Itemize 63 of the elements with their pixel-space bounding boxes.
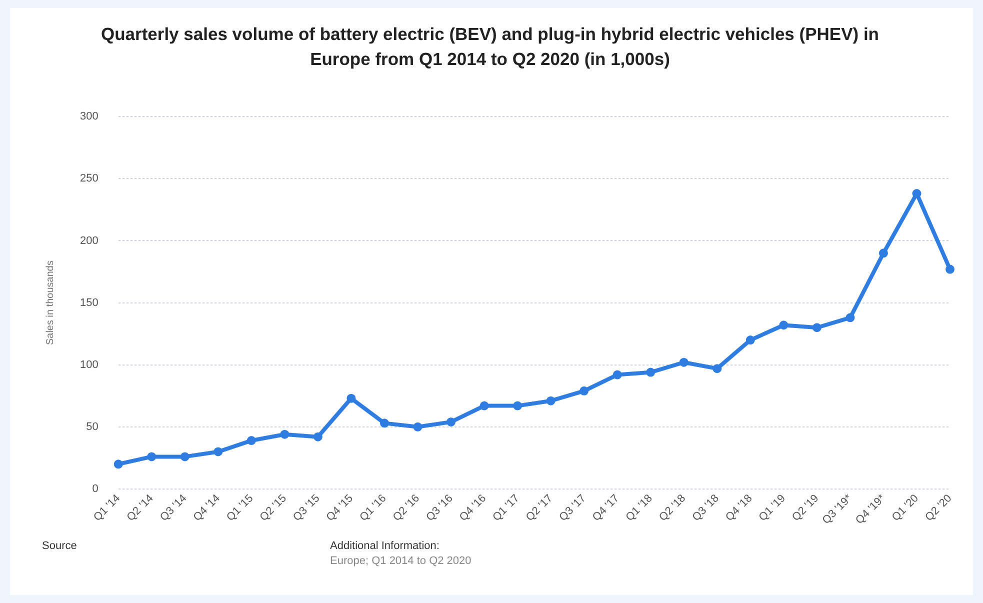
- point: [147, 452, 156, 462]
- y-tick-label: 250: [80, 172, 98, 185]
- x-tick-label: Q1 '19: [756, 492, 788, 524]
- point: [246, 436, 256, 446]
- point: [746, 336, 755, 345]
- x-tick-label: Q3 '16: [424, 492, 456, 524]
- point: [646, 368, 656, 377]
- point: [446, 417, 456, 426]
- x-tick-label: Q4 '14: [191, 492, 222, 524]
- point: [712, 364, 722, 374]
- x-tick-label: Q4 '15: [324, 492, 356, 524]
- x-tick-label: Q4 '19*: [854, 492, 888, 527]
- x-tick-label: Q2 '16: [390, 492, 422, 524]
- x-tick-label: Q1 '16: [358, 492, 389, 524]
- x-tick-label: Q2 '15: [258, 492, 289, 524]
- x-tick-label: Q1 '18: [624, 492, 655, 524]
- x-tick-label: Q3 '14: [158, 492, 190, 524]
- x-tick-label: Q3 '18: [690, 492, 722, 524]
- point: [180, 452, 190, 462]
- x-tick-label: Q2 '18: [656, 492, 688, 524]
- x-tick-label: Q3 '19*: [820, 492, 855, 527]
- point: [946, 264, 954, 274]
- y-tick-label: 0: [92, 482, 98, 495]
- x-tick-label: Q2 '14: [124, 492, 156, 524]
- x-tick-label: Q2 '17: [524, 492, 556, 524]
- point: [580, 386, 589, 396]
- x-tick-label: Q3 '15: [291, 492, 322, 524]
- point: [513, 401, 522, 410]
- point: [846, 313, 855, 322]
- y-tick-label: 100: [80, 358, 98, 371]
- x-tick-label: Q1 '17: [490, 492, 522, 524]
- x-tick-label: Q3 '17: [557, 492, 588, 524]
- text: Source: [42, 540, 77, 552]
- y-tick-label: 300: [80, 110, 98, 123]
- point: [679, 358, 688, 367]
- point: [380, 418, 389, 428]
- y-tick-label: 200: [80, 234, 98, 247]
- x-tick-label: Q1 '20: [890, 492, 921, 524]
- point: [546, 396, 556, 406]
- point: [280, 430, 290, 439]
- x-tick-label: Q4 '16: [457, 492, 489, 524]
- y-axis-title: Sales in thousands: [44, 260, 56, 346]
- point: [812, 323, 822, 332]
- chart-title: Quarterly sales volume of battery electric (BEV) and plug-in hybrid electric vehicles (PHEV) in Europe from Q1 2014 to Q2 2020 (in 1,000s): [100, 23, 880, 71]
- point: [779, 320, 788, 330]
- point: [346, 394, 356, 403]
- point: [480, 401, 489, 410]
- x-tick-label: Q2 '20: [923, 492, 954, 524]
- x-tick-label: Q1 '15: [224, 492, 256, 524]
- y-tick-label: 50: [86, 420, 98, 433]
- point: [114, 460, 123, 469]
- point: [878, 248, 888, 258]
- y-tick-label: 150: [80, 296, 98, 309]
- x-tick-label: Q4 '18: [724, 492, 755, 524]
- point: [612, 370, 622, 380]
- x-tick-label: Q2 '19: [790, 492, 822, 524]
- text: Additional Information:: [330, 540, 440, 552]
- point: [413, 422, 422, 432]
- x-tick-label: Q1 '14: [91, 492, 123, 524]
- point: [313, 432, 322, 442]
- text: Europe; Q1 2014 to Q2 2020: [330, 555, 472, 567]
- x-tick-label: Q4 '17: [590, 492, 622, 524]
- point: [214, 447, 223, 456]
